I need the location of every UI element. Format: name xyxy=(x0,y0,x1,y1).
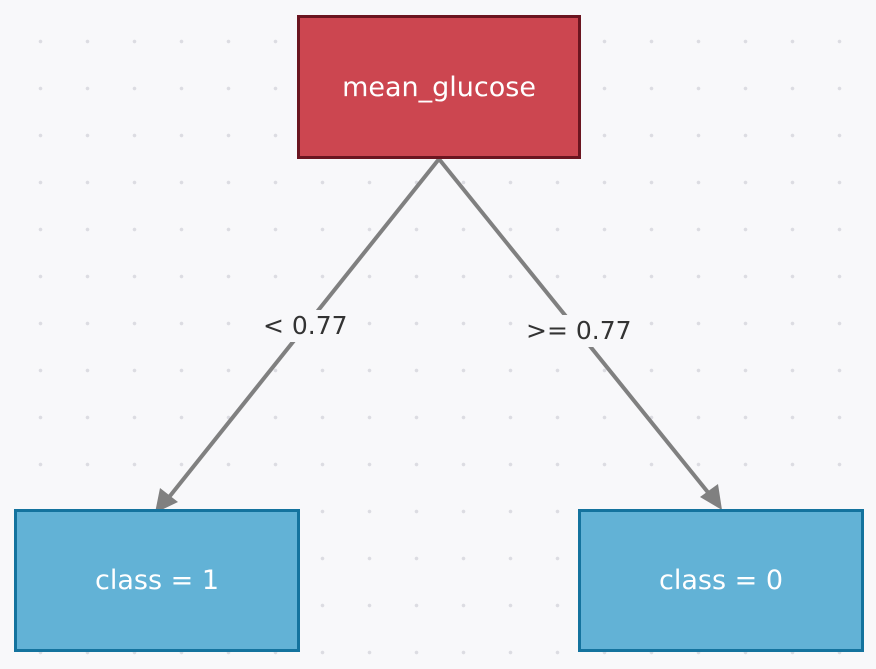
root-node-label: mean_glucose xyxy=(342,71,536,103)
edge-right-arrowhead xyxy=(700,484,722,510)
root-node[interactable]: mean_glucose xyxy=(297,15,581,159)
leaf-node-right-label: class = 0 xyxy=(659,565,783,596)
leaf-node-left[interactable]: class = 1 xyxy=(14,509,300,652)
edge-left-label: < 0.77 xyxy=(259,310,352,342)
edge-left-arrowhead xyxy=(155,488,178,513)
leaf-node-left-label: class = 1 xyxy=(95,565,219,596)
leaf-node-right[interactable]: class = 0 xyxy=(578,509,864,652)
edge-right-label: >= 0.77 xyxy=(522,315,636,347)
